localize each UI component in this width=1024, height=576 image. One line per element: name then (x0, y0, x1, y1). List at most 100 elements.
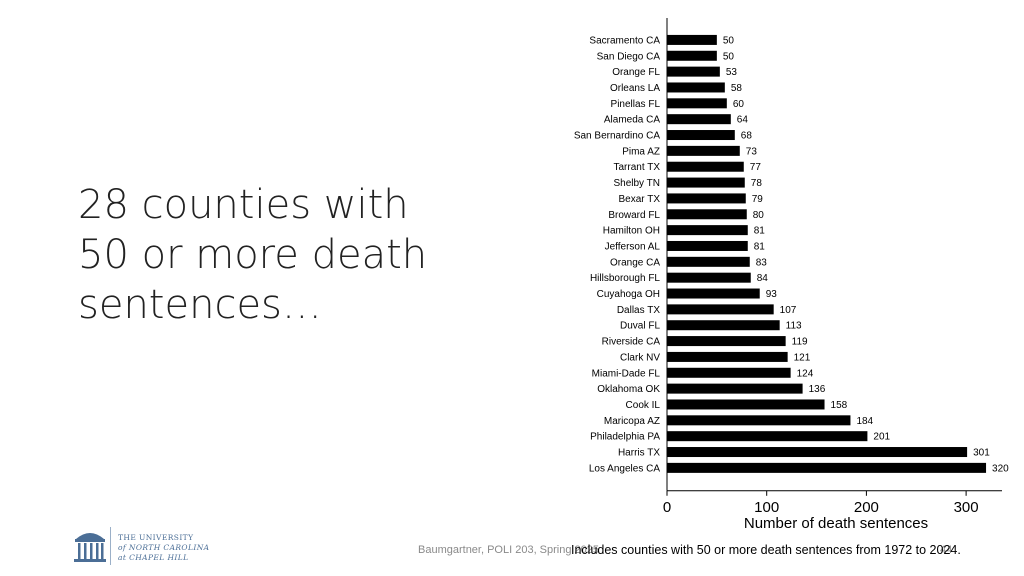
bar (667, 177, 745, 188)
category-label: Orange CA (610, 257, 660, 268)
bar-value-label: 301 (973, 448, 990, 459)
title-line-3: sentences… (78, 282, 322, 328)
unc-logo: THE UNIVERSITY of NORTH CAROLINA at CHAP… (70, 525, 230, 567)
bar (667, 256, 750, 267)
x-tick-label: 200 (854, 499, 879, 516)
x-axis-label: Number of death sentences (744, 515, 928, 532)
category-label: Orleans LA (610, 83, 660, 94)
category-label: Harris TX (618, 448, 660, 459)
bar-value-label: 60 (733, 99, 745, 110)
category-label: Hamilton OH (603, 226, 660, 237)
logo-divider (110, 527, 111, 565)
bar-value-label: 119 (792, 337, 808, 348)
slide-footer: Baumgartner, POLI 203, Spring 2025 (418, 544, 600, 556)
bar-value-label: 81 (754, 241, 766, 252)
bar-value-label: 78 (751, 178, 763, 189)
bar-value-label: 79 (752, 194, 764, 205)
x-tick-label: 100 (754, 499, 779, 516)
bar-value-label: 201 (873, 432, 890, 443)
bar (667, 431, 868, 442)
bar (667, 272, 751, 283)
bar-value-label: 68 (741, 131, 753, 142)
category-label: San Bernardino CA (574, 131, 660, 142)
category-label: Riverside CA (602, 337, 661, 348)
bar (667, 304, 774, 315)
category-label: San Diego CA (597, 51, 661, 62)
bar (667, 288, 760, 299)
bar (667, 320, 780, 331)
bar-value-label: 50 (723, 35, 735, 46)
bar (667, 447, 968, 458)
bar-value-label: 58 (731, 83, 743, 94)
category-label: Bexar TX (619, 194, 661, 205)
category-label: Broward FL (608, 210, 660, 221)
bar (667, 462, 987, 473)
category-label: Hillsborough FL (590, 273, 660, 284)
logo-line-3: at CHAPEL HILL (118, 553, 189, 562)
bar-value-label: 84 (757, 273, 769, 284)
bar (667, 367, 791, 378)
bar (667, 82, 725, 93)
category-label: Shelby TN (613, 178, 660, 189)
bar (667, 193, 746, 204)
bar-value-label: 121 (794, 352, 811, 363)
category-label: Maricopa AZ (604, 416, 660, 427)
bar (667, 50, 717, 61)
category-label: Miami-Dade FL (592, 368, 661, 379)
bar (667, 130, 735, 141)
category-label: Clark NV (620, 352, 660, 363)
title-line-1: 28 counties with (78, 182, 409, 228)
bar-value-label: 80 (753, 210, 765, 221)
bar-value-label: 158 (831, 400, 848, 411)
chart-note: Includes counties with 50 or more death … (571, 543, 961, 557)
bar-value-label: 64 (737, 115, 749, 126)
bar-value-label: 73 (746, 146, 758, 157)
category-label: Alameda CA (604, 115, 660, 126)
bar (667, 66, 720, 77)
logo-line-2: of NORTH CAROLINA (118, 543, 210, 552)
bar-value-label: 124 (797, 368, 814, 379)
bar-value-label: 83 (756, 257, 768, 268)
page-number: 44 (940, 544, 953, 556)
category-label: Oklahoma OK (597, 384, 660, 395)
logo-line-1: THE UNIVERSITY (118, 533, 194, 542)
bar (667, 114, 731, 125)
bar (667, 145, 740, 156)
logo-text: THE UNIVERSITY of NORTH CAROLINA at CHAP… (118, 533, 210, 563)
bar-value-label: 50 (723, 51, 735, 62)
category-label: Duval FL (620, 321, 660, 332)
death-sentences-bar-chart: Sacramento CA 50 San Diego CA 50 Orange FL 53… (574, 18, 1009, 532)
category-label: Philadelphia PA (590, 432, 660, 443)
bar-value-label: 184 (856, 416, 873, 427)
bar-value-label: 320 (992, 463, 1009, 474)
bar (667, 209, 747, 220)
bar (667, 351, 788, 362)
bar (667, 161, 744, 172)
category-label: Tarrant TX (614, 162, 661, 173)
old-well-icon (74, 533, 106, 562)
bar (667, 98, 727, 109)
bar-value-label: 77 (750, 162, 762, 173)
bar (667, 399, 825, 410)
category-label: Dallas TX (617, 305, 660, 316)
bar-value-label: 53 (726, 67, 738, 78)
bar (667, 240, 748, 251)
category-label: Orange FL (612, 67, 660, 78)
category-label: Cuyahoga OH (597, 289, 660, 300)
bar (667, 34, 717, 45)
x-tick-label: 300 (954, 499, 979, 516)
category-label: Jefferson AL (605, 241, 661, 252)
bar-value-label: 93 (766, 289, 778, 300)
category-label: Sacramento CA (589, 35, 660, 46)
x-tick-label: 0 (663, 499, 671, 516)
bar-value-label: 107 (780, 305, 797, 316)
bar (667, 415, 851, 426)
title-line-2: 50 or more death (78, 232, 428, 278)
category-label: Cook IL (626, 400, 661, 411)
bar (667, 336, 786, 347)
bar (667, 225, 748, 236)
bar (667, 383, 803, 394)
bar-value-label: 136 (809, 384, 826, 395)
category-label: Pima AZ (622, 146, 660, 157)
category-label: Los Angeles CA (589, 463, 660, 474)
